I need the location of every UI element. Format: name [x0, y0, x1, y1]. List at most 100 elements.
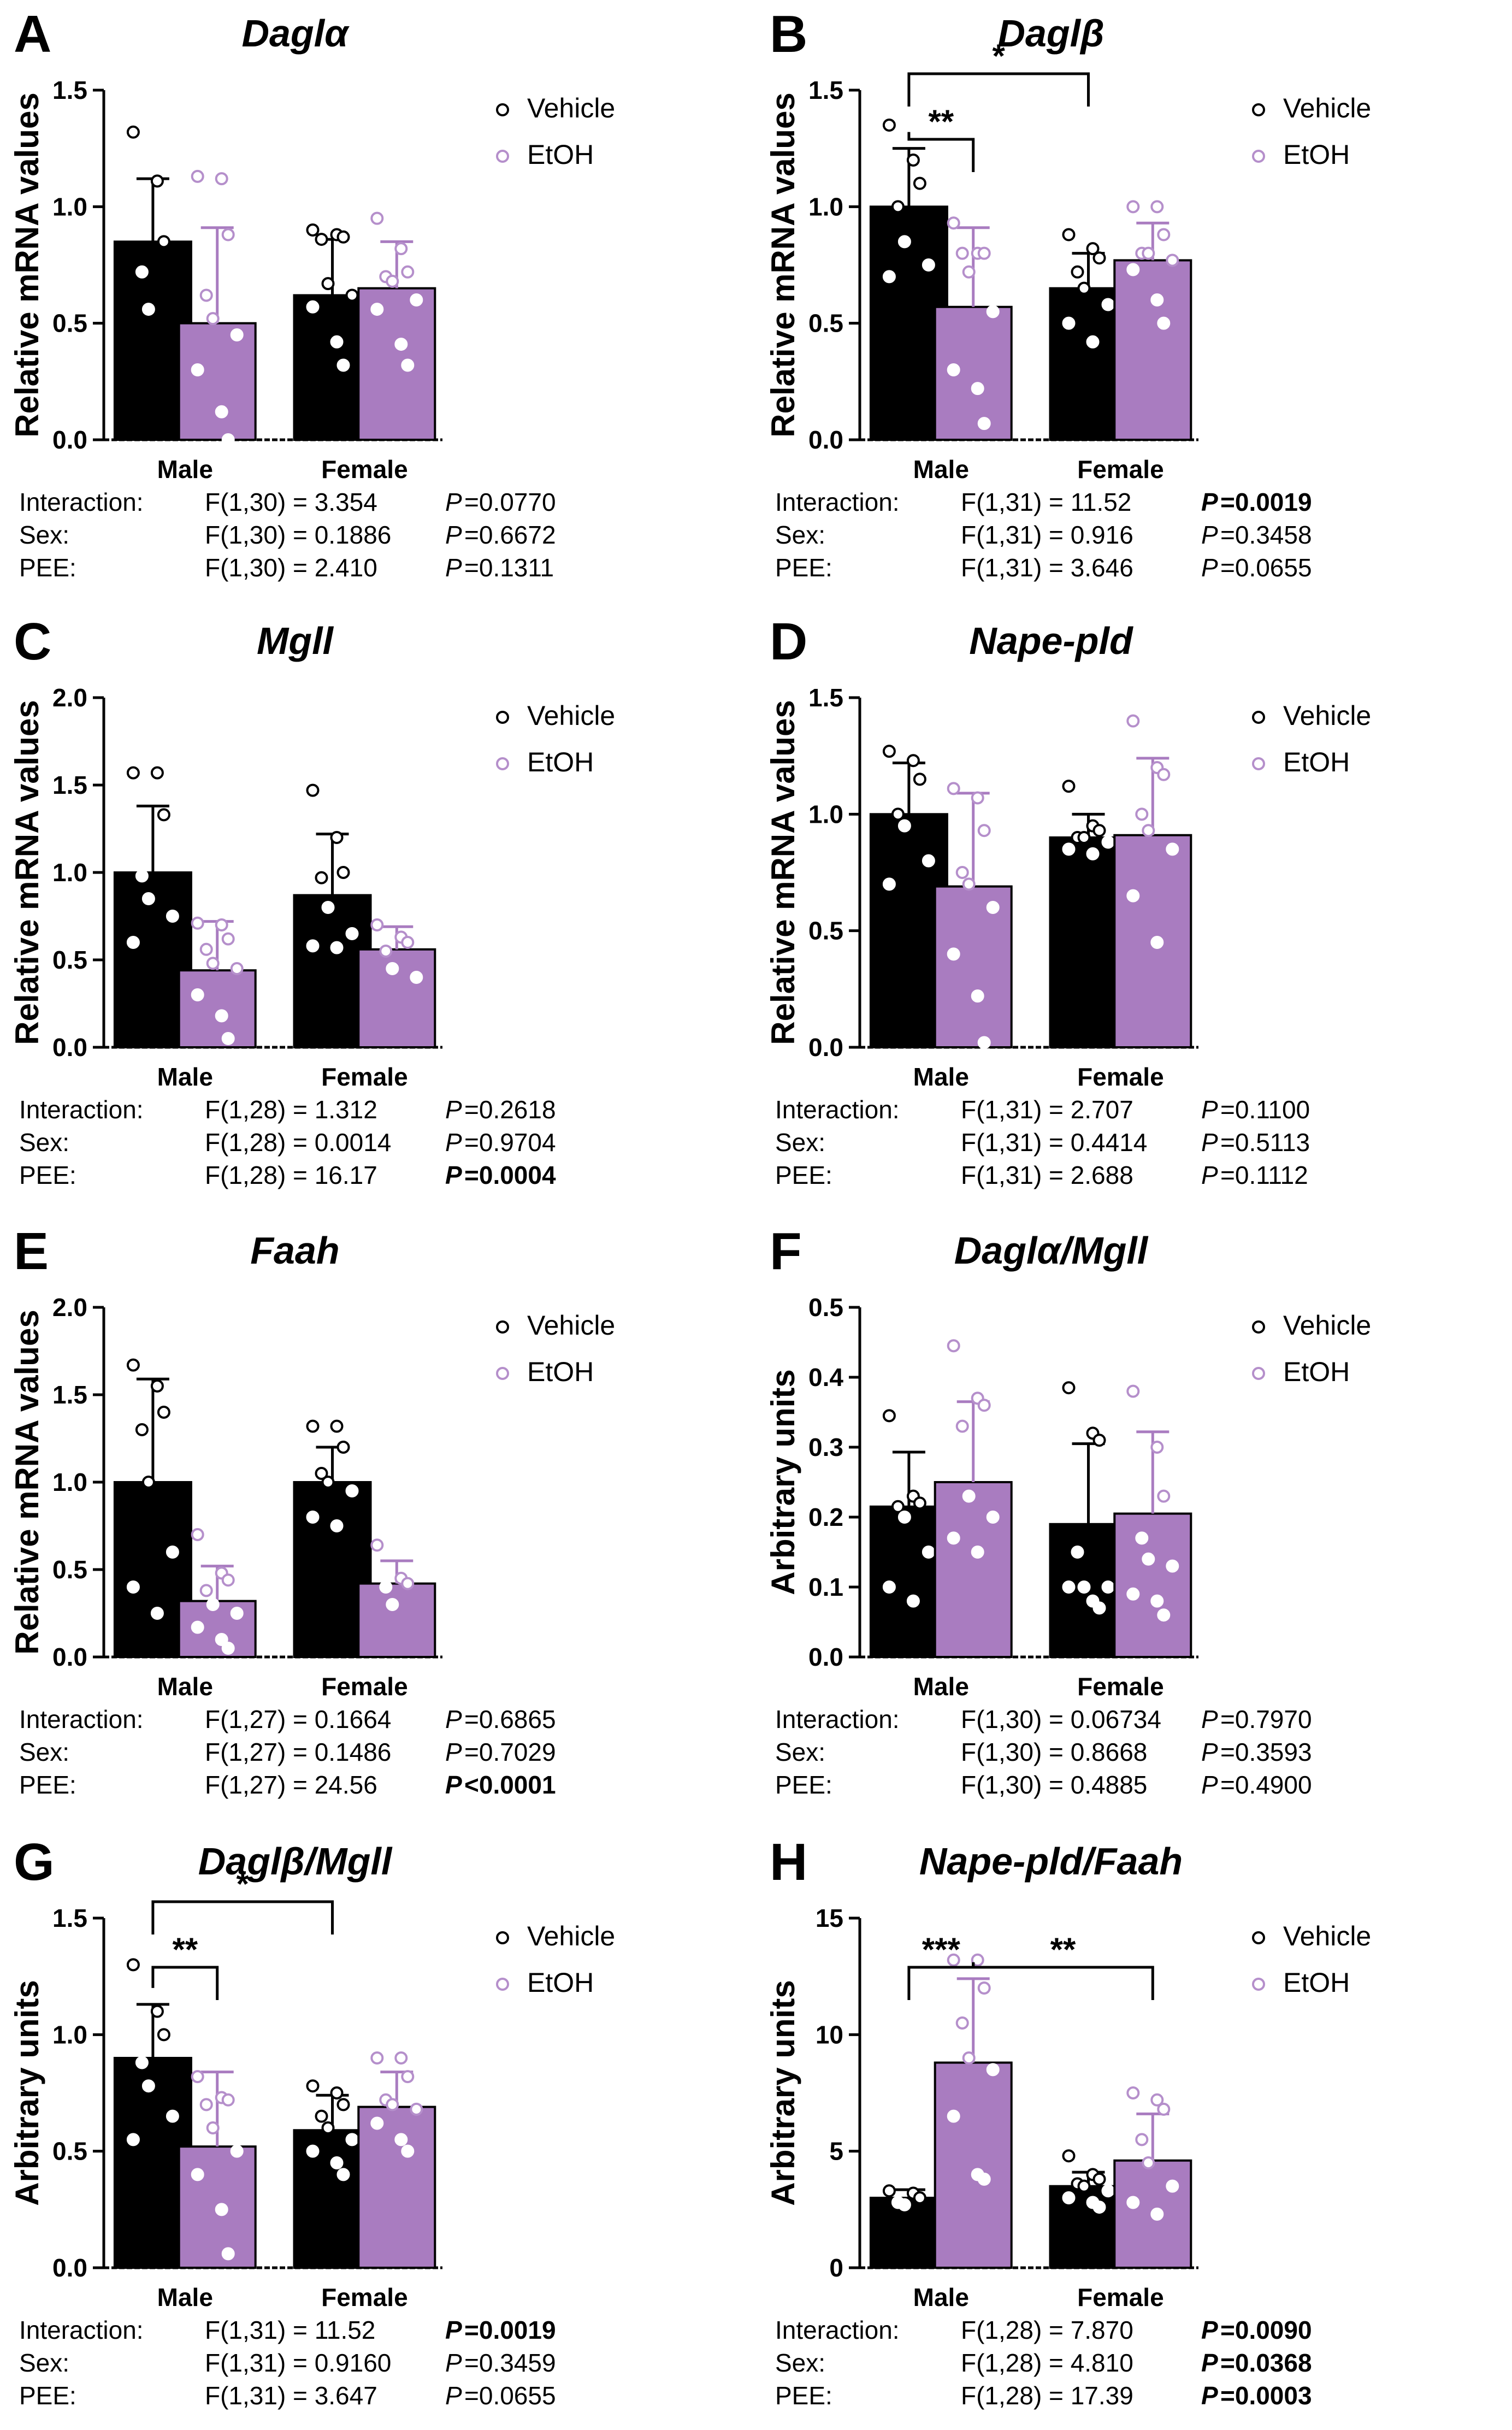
y-tick-label: 0.4 — [808, 1363, 843, 1391]
stats-f-value: F(1,28) = 16.17 — [205, 1161, 377, 1189]
data-point — [206, 2121, 220, 2134]
y-axis-label: Relative mRNA values — [9, 92, 45, 437]
y-tick-label: 1.0 — [52, 858, 87, 887]
panel-letter: B — [770, 5, 807, 63]
y-tick-label: 0.5 — [52, 309, 87, 338]
data-point — [221, 932, 235, 946]
x-tick-label: Male — [913, 455, 969, 483]
bar-etoh-male — [178, 969, 257, 1049]
panel-title: Mgll — [257, 620, 334, 662]
legend-vehicle-label: Vehicle — [527, 1921, 615, 1951]
y-tick-label: 15 — [816, 1904, 843, 1932]
data-point — [962, 1489, 976, 1503]
data-point — [394, 2051, 408, 2065]
data-point — [221, 2093, 235, 2107]
stats-p-label: P — [1201, 521, 1218, 549]
y-tick-label: 1.5 — [52, 76, 87, 104]
stats-p-value: =0.1311 — [464, 553, 554, 582]
stats-p-value: =0.2618 — [464, 1095, 556, 1124]
data-point — [410, 971, 423, 984]
stats-p-label: P — [445, 1705, 462, 1733]
data-point — [386, 962, 399, 975]
stats-f-value: F(1,27) = 24.56 — [205, 1771, 377, 1799]
stats-p-value: =0.3593 — [1220, 1738, 1312, 1766]
data-point — [986, 2063, 1000, 2077]
stats-p-value: =0.0019 — [464, 2316, 556, 2344]
data-point — [913, 176, 926, 190]
y-tick-label: 2.0 — [52, 683, 87, 712]
stats-p-value: =0.0019 — [1220, 488, 1312, 516]
y-axis-label: Relative mRNA values — [9, 1310, 45, 1654]
x-tick-label: Male — [157, 455, 213, 483]
significance-bracket — [907, 1962, 975, 2000]
data-point — [191, 2168, 204, 2181]
y-tick-label: 0.5 — [52, 2137, 87, 2166]
stats-p-label: P — [1201, 2349, 1218, 2377]
data-point — [1092, 251, 1106, 265]
legend-vehicle-label: Vehicle — [1283, 1310, 1371, 1341]
data-point — [922, 1546, 935, 1559]
data-point — [1071, 1546, 1084, 1559]
bar-etoh-male — [178, 1600, 257, 1658]
significance-bracket — [151, 1900, 334, 1934]
stats-term: Interaction: — [775, 488, 900, 516]
data-point — [330, 1519, 344, 1532]
data-point — [882, 270, 896, 284]
stats-p-value: =0.0003 — [1220, 2381, 1312, 2410]
data-point — [336, 866, 350, 879]
data-point — [962, 877, 976, 891]
data-point — [977, 824, 991, 837]
data-point — [882, 2184, 896, 2198]
data-point — [971, 1953, 984, 1967]
bar-etoh-female — [357, 287, 436, 441]
y-tick-label: 0.3 — [808, 1433, 843, 1461]
y-tick-label: 0.1 — [808, 1573, 843, 1601]
data-point — [410, 2102, 423, 2116]
data-point — [135, 265, 149, 279]
data-point — [336, 1441, 350, 1454]
data-point — [955, 246, 969, 260]
data-point — [306, 2079, 320, 2093]
stats-f-value: F(1,30) = 3.354 — [205, 488, 377, 516]
data-point — [1126, 2196, 1140, 2209]
legend-vehicle-marker — [496, 1931, 509, 1944]
data-point — [191, 916, 204, 930]
data-point — [1077, 281, 1091, 295]
data-point — [336, 2168, 350, 2181]
panel-title: Nape-pld — [969, 620, 1133, 662]
data-point — [206, 1598, 220, 1611]
data-point — [1126, 2086, 1140, 2099]
y-axis-label: Relative mRNA values — [765, 92, 801, 437]
data-point — [955, 1419, 969, 1433]
data-point — [897, 819, 911, 833]
data-point — [126, 1358, 140, 1372]
stats-p-value: =0.6672 — [464, 521, 556, 549]
panel-title: Daglα/Mgll — [954, 1229, 1149, 1272]
y-tick-label: 0.2 — [808, 1503, 843, 1531]
data-point — [897, 1511, 911, 1524]
x-tick-label: Female — [1077, 1672, 1164, 1701]
y-axis-label: Relative mRNA values — [9, 700, 45, 1045]
stats-p-value: =0.5113 — [1220, 1128, 1310, 1157]
stats-p-label: P — [1201, 1128, 1218, 1157]
stats-f-value: F(1,31) = 2.707 — [961, 1095, 1133, 1124]
stats-p-label: P — [445, 1095, 462, 1124]
bar-etoh-female — [1113, 1512, 1192, 1658]
data-point — [141, 1476, 155, 1489]
significance-label: ** — [928, 103, 954, 140]
data-point — [330, 2086, 344, 2099]
data-point — [336, 358, 350, 372]
x-tick-label: Female — [1077, 1063, 1164, 1091]
stats-f-value: F(1,28) = 7.870 — [961, 2316, 1133, 2344]
significance-label: * — [237, 1866, 250, 1902]
stats-term: Interaction: — [19, 488, 144, 516]
legend-vehicle-marker — [496, 103, 509, 116]
data-point — [401, 1577, 415, 1590]
data-point — [1142, 1552, 1155, 1566]
data-point — [330, 1419, 344, 1433]
y-tick-label: 1.5 — [52, 1904, 87, 1932]
stats-term: PEE: — [775, 1161, 832, 1189]
data-point — [306, 939, 320, 953]
